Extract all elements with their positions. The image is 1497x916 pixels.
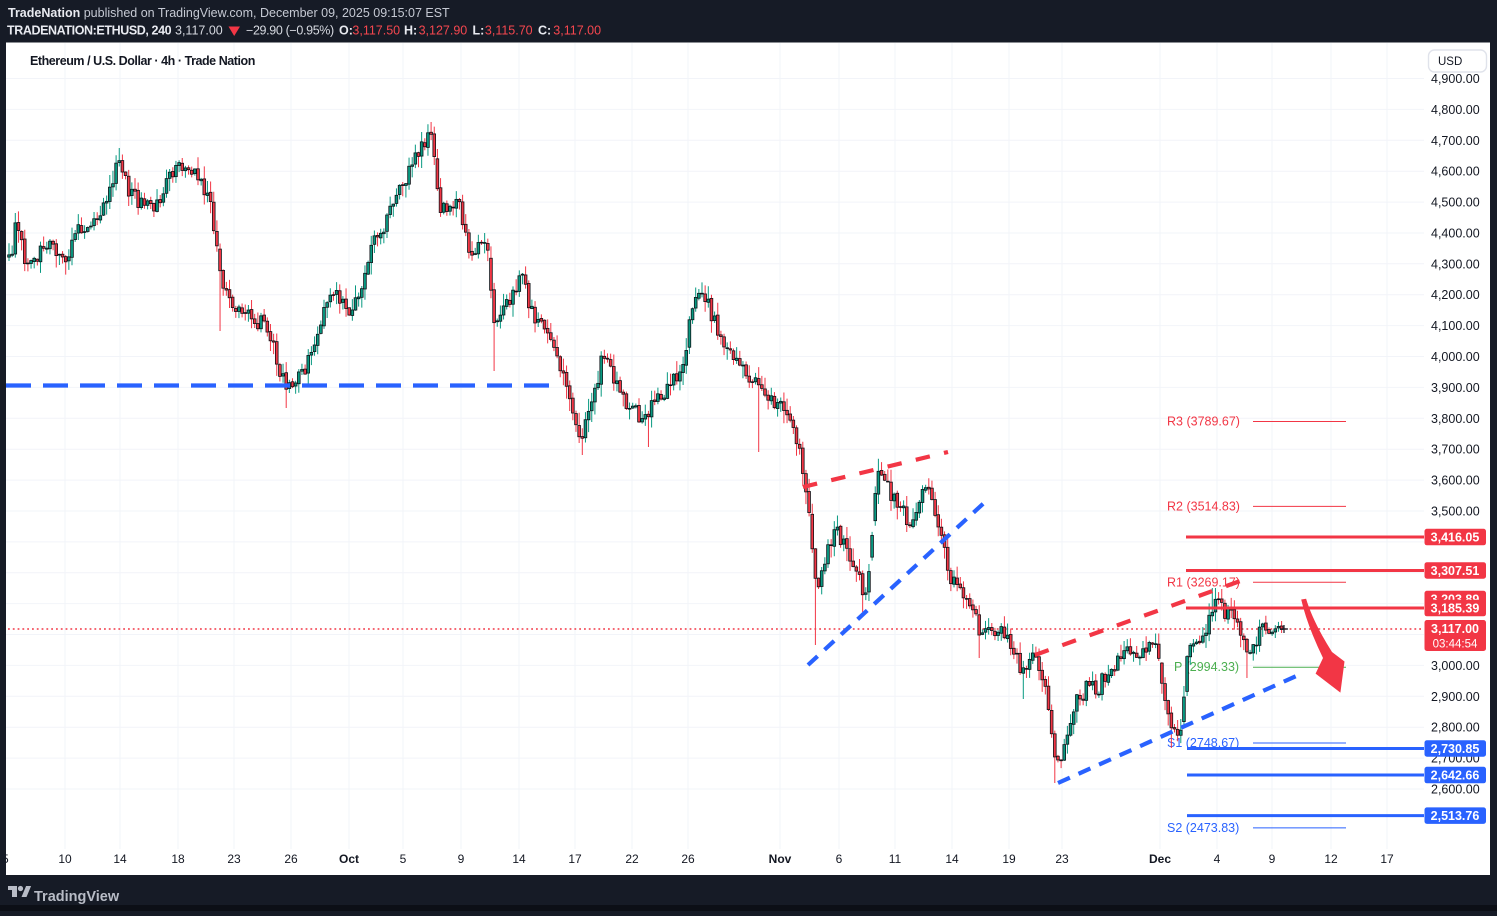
svg-text:4: 4 bbox=[1214, 852, 1221, 866]
svg-text:3,127.90: 3,127.90 bbox=[419, 24, 468, 38]
svg-text:23: 23 bbox=[227, 852, 241, 866]
svg-text:3,600.00: 3,600.00 bbox=[1431, 474, 1480, 488]
svg-text:Oct: Oct bbox=[339, 852, 359, 866]
svg-text:03:44:54: 03:44:54 bbox=[1433, 639, 1478, 651]
svg-text:L:: L: bbox=[473, 24, 485, 38]
svg-text:4,800.00: 4,800.00 bbox=[1431, 103, 1480, 117]
svg-text:4,600.00: 4,600.00 bbox=[1431, 165, 1480, 179]
svg-text:9: 9 bbox=[458, 852, 465, 866]
svg-text:2,513.76: 2,513.76 bbox=[1431, 809, 1480, 823]
svg-text:3,000.00: 3,000.00 bbox=[1431, 659, 1480, 673]
svg-text:19: 19 bbox=[1002, 852, 1016, 866]
svg-text:3,500.00: 3,500.00 bbox=[1431, 505, 1480, 519]
svg-text:4,400.00: 4,400.00 bbox=[1431, 227, 1480, 241]
svg-text:USD: USD bbox=[1438, 56, 1462, 68]
svg-text:4,100.00: 4,100.00 bbox=[1431, 319, 1480, 333]
svg-text:11: 11 bbox=[889, 852, 902, 866]
svg-text:5: 5 bbox=[400, 852, 407, 866]
svg-text:3,115.70: 3,115.70 bbox=[485, 24, 533, 38]
svg-text:18: 18 bbox=[171, 852, 185, 866]
svg-text:Ethereum / U.S. Dollar · 4h ·: Ethereum / U.S. Dollar · 4h · Trade Nati… bbox=[30, 54, 255, 68]
svg-text:17: 17 bbox=[568, 852, 582, 866]
svg-text:3,185.39: 3,185.39 bbox=[1431, 602, 1480, 616]
svg-text:O:: O: bbox=[339, 24, 353, 38]
svg-text:2,800.00: 2,800.00 bbox=[1431, 721, 1480, 735]
svg-text:3,117.00: 3,117.00 bbox=[553, 24, 601, 38]
svg-text:3,416.05: 3,416.05 bbox=[1431, 531, 1480, 545]
svg-text:R3 (3789.67): R3 (3789.67) bbox=[1167, 415, 1240, 429]
svg-text:3,700.00: 3,700.00 bbox=[1431, 443, 1480, 457]
svg-text:10: 10 bbox=[58, 852, 72, 866]
svg-text:14: 14 bbox=[512, 852, 526, 866]
svg-text:R2 (3514.83): R2 (3514.83) bbox=[1167, 499, 1240, 513]
svg-text:3,117.00: 3,117.00 bbox=[175, 24, 223, 38]
svg-text:3,900.00: 3,900.00 bbox=[1431, 381, 1480, 395]
svg-text:3,800.00: 3,800.00 bbox=[1431, 412, 1480, 426]
svg-text:3,117.00: 3,117.00 bbox=[1431, 622, 1479, 636]
svg-text:4,000.00: 4,000.00 bbox=[1431, 350, 1480, 364]
svg-text:26: 26 bbox=[284, 852, 298, 866]
svg-text:4,900.00: 4,900.00 bbox=[1431, 72, 1480, 86]
svg-text:6: 6 bbox=[836, 852, 843, 866]
svg-text:H:: H: bbox=[404, 24, 417, 38]
svg-text:26: 26 bbox=[681, 852, 695, 866]
svg-text:17: 17 bbox=[1380, 852, 1394, 866]
svg-text:TradeNation published on Tradi: TradeNation published on TradingView.com… bbox=[8, 6, 450, 20]
svg-text:3,307.51: 3,307.51 bbox=[1431, 564, 1480, 578]
svg-text:14: 14 bbox=[113, 852, 127, 866]
svg-text:−29.90 (−0.95%): −29.90 (−0.95%) bbox=[246, 24, 334, 38]
svg-text:22: 22 bbox=[625, 852, 639, 866]
svg-text:2,600.00: 2,600.00 bbox=[1431, 783, 1480, 797]
svg-text:2,642.66: 2,642.66 bbox=[1431, 769, 1480, 783]
svg-text:9: 9 bbox=[1269, 852, 1276, 866]
svg-text:2,900.00: 2,900.00 bbox=[1431, 690, 1480, 704]
svg-text:4,700.00: 4,700.00 bbox=[1431, 134, 1480, 148]
svg-text:4,300.00: 4,300.00 bbox=[1431, 257, 1480, 271]
svg-text:C:: C: bbox=[538, 24, 551, 38]
svg-text:S2 (2473.83): S2 (2473.83) bbox=[1167, 821, 1239, 835]
svg-text:23: 23 bbox=[1055, 852, 1069, 866]
svg-text:4,500.00: 4,500.00 bbox=[1431, 196, 1480, 210]
svg-text:R1 (3269.17): R1 (3269.17) bbox=[1167, 575, 1240, 589]
svg-text:S1 (2748.67): S1 (2748.67) bbox=[1167, 736, 1239, 750]
svg-text:2,730.85: 2,730.85 bbox=[1431, 742, 1480, 756]
svg-text:Dec: Dec bbox=[1149, 852, 1171, 866]
svg-text:3,117.50: 3,117.50 bbox=[352, 24, 400, 38]
svg-text:TradingView: TradingView bbox=[34, 889, 120, 905]
svg-text:TRADENATION:ETHUSD, 240: TRADENATION:ETHUSD, 240 bbox=[7, 24, 172, 38]
svg-text:4,200.00: 4,200.00 bbox=[1431, 288, 1480, 302]
svg-text:Nov: Nov bbox=[769, 852, 792, 866]
svg-text:14: 14 bbox=[945, 852, 959, 866]
svg-text:P (2994.33): P (2994.33) bbox=[1174, 660, 1239, 674]
svg-text:12: 12 bbox=[1324, 852, 1338, 866]
